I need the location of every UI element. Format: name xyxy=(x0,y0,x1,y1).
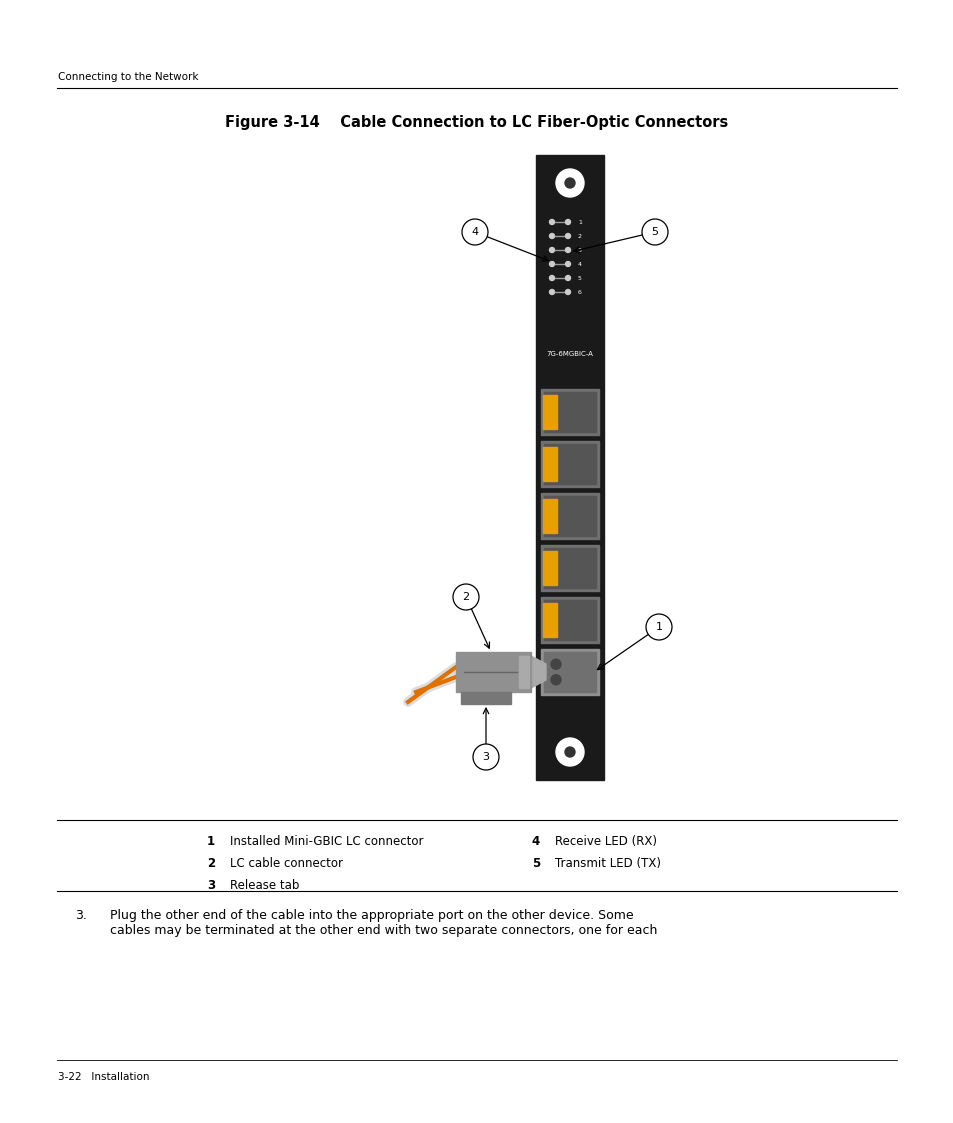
Text: 2: 2 xyxy=(207,857,214,870)
Bar xyxy=(536,155,603,780)
Bar xyxy=(540,597,598,643)
Bar xyxy=(540,493,598,539)
Bar xyxy=(540,441,598,487)
Text: 4: 4 xyxy=(531,836,539,848)
Text: 5: 5 xyxy=(578,275,581,281)
Bar xyxy=(543,652,596,692)
Circle shape xyxy=(461,219,488,245)
Polygon shape xyxy=(531,656,545,688)
Circle shape xyxy=(565,290,570,294)
Text: Receive LED (RX): Receive LED (RX) xyxy=(555,836,657,848)
Circle shape xyxy=(565,234,570,238)
Text: 7G-6MGBIC-A: 7G-6MGBIC-A xyxy=(546,351,593,357)
Circle shape xyxy=(564,179,575,188)
Text: 2: 2 xyxy=(462,592,469,602)
Text: 4: 4 xyxy=(578,262,581,266)
Bar xyxy=(518,656,529,688)
Text: 1: 1 xyxy=(578,219,581,225)
Bar xyxy=(540,545,598,591)
Text: Release tab: Release tab xyxy=(230,879,299,892)
Circle shape xyxy=(565,247,570,253)
Circle shape xyxy=(565,262,570,266)
Text: 1: 1 xyxy=(608,408,614,417)
Text: 1: 1 xyxy=(655,622,661,632)
Text: LC cable connector: LC cable connector xyxy=(230,857,343,870)
Bar xyxy=(542,499,557,533)
Circle shape xyxy=(564,747,575,757)
Text: 2: 2 xyxy=(608,459,614,468)
Bar xyxy=(542,395,557,429)
Text: 3-22   Installation: 3-22 Installation xyxy=(58,1072,150,1081)
Circle shape xyxy=(549,234,554,238)
Text: 3: 3 xyxy=(207,879,214,892)
Circle shape xyxy=(551,659,560,669)
Circle shape xyxy=(641,219,667,245)
Text: 2: 2 xyxy=(578,234,581,238)
Text: 3: 3 xyxy=(608,511,614,520)
Circle shape xyxy=(549,247,554,253)
Circle shape xyxy=(473,745,498,770)
Circle shape xyxy=(549,290,554,294)
Text: 1: 1 xyxy=(207,836,214,848)
Text: 5: 5 xyxy=(608,615,614,624)
Circle shape xyxy=(645,614,671,640)
Polygon shape xyxy=(460,692,511,704)
Text: Connecting to the Network: Connecting to the Network xyxy=(58,72,198,82)
Text: 6: 6 xyxy=(608,667,614,676)
Text: 5: 5 xyxy=(651,227,658,237)
Text: 6: 6 xyxy=(578,290,581,294)
Circle shape xyxy=(549,219,554,225)
Text: 3: 3 xyxy=(482,752,489,763)
Text: 3: 3 xyxy=(578,247,581,253)
Text: Transmit LED (TX): Transmit LED (TX) xyxy=(555,857,660,870)
Text: 4: 4 xyxy=(471,227,478,237)
Circle shape xyxy=(453,584,478,610)
Bar xyxy=(543,496,596,536)
Circle shape xyxy=(551,675,560,685)
Bar xyxy=(540,389,598,435)
Circle shape xyxy=(556,738,583,766)
Circle shape xyxy=(565,275,570,281)
Bar xyxy=(542,603,557,637)
Bar xyxy=(543,600,596,640)
Bar xyxy=(542,551,557,585)
Text: 4: 4 xyxy=(608,564,614,573)
Circle shape xyxy=(565,219,570,225)
Bar xyxy=(456,652,531,692)
Circle shape xyxy=(549,262,554,266)
Text: Figure 3-14    Cable Connection to LC Fiber-Optic Connectors: Figure 3-14 Cable Connection to LC Fiber… xyxy=(225,115,728,130)
Text: Plug the other end of the cable into the appropriate port on the other device. S: Plug the other end of the cable into the… xyxy=(110,909,657,937)
Bar xyxy=(540,649,598,695)
Circle shape xyxy=(556,168,583,197)
Circle shape xyxy=(549,275,554,281)
Bar xyxy=(543,392,596,432)
Text: Installed Mini-GBIC LC connector: Installed Mini-GBIC LC connector xyxy=(230,836,423,848)
Bar xyxy=(543,444,596,484)
Bar xyxy=(542,447,557,481)
Bar xyxy=(543,548,596,588)
Text: 3.: 3. xyxy=(75,909,87,922)
Text: 5: 5 xyxy=(531,857,539,870)
